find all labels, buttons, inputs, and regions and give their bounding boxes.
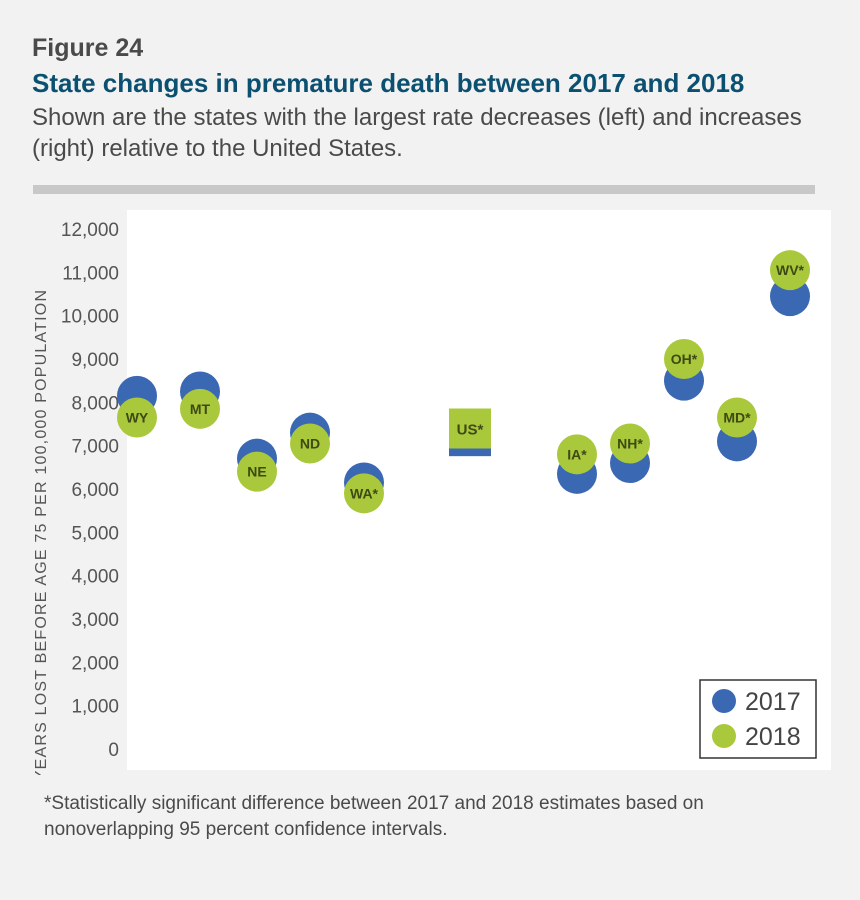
point-label: WY [126,410,149,426]
y-tick-label: 8,000 [71,393,119,414]
point-label: OH* [671,351,698,367]
point-2018-ia [557,434,597,475]
point-2018-wv [770,250,810,291]
point-label: US* [457,422,484,439]
divider-rule [33,185,815,194]
plot-background [127,210,831,770]
point-2018-nh [610,423,650,464]
point-label: IA* [567,446,587,462]
chart-title: State changes in premature death between… [32,68,745,98]
y-tick-label: 4,000 [71,567,119,588]
y-tick-label: 0 [108,740,119,761]
point-2018-wy [117,397,157,438]
point-2018-mt [180,388,220,429]
y-tick-label: 11,000 [62,263,119,284]
data-marks: WY MT NE ND WA* US* IA* NH* OH* MD* WV* [117,250,810,514]
chart-area: YEARS LOST BEFORE AGE 75 PER 100,000 POP… [0,205,860,775]
dot-chart: YEARS LOST BEFORE AGE 75 PER 100,000 POP… [33,210,831,775]
point-label: NH* [617,436,643,452]
legend-label-2018: 2018 [745,723,801,751]
point-label: MT [190,401,211,417]
y-axis-label: YEARS LOST BEFORE AGE 75 PER 100,000 POP… [33,289,50,775]
y-axis-ticks: 0 1,000 2,000 3,000 4,000 5,000 6,000 7,000 8,00… [61,220,119,761]
y-tick-label: 5,000 [71,523,119,544]
footnote: *Statistically significant difference be… [44,793,704,840]
point-2018-oh [664,339,704,379]
chart-subtitle: Shown are the states with the largest ra… [32,104,802,162]
point-2018-md [717,397,757,438]
y-tick-label: 9,000 [71,350,119,371]
y-tick-label: 2,000 [71,653,119,674]
legend-swatch-2017 [712,689,736,713]
figure-label: Figure 24 [32,34,144,62]
point-2018-wa [344,473,384,514]
point-2018-us [449,408,491,449]
y-tick-label: 7,000 [71,437,119,458]
legend-swatch-2018 [712,724,736,748]
point-label: MD* [723,410,751,426]
point-label: ND [300,436,320,452]
legend: 2017 2018 [699,679,817,759]
point-label: WA* [350,485,379,501]
point-2018-ne [237,451,277,492]
point-label: WV* [776,262,805,278]
y-tick-label: 1,000 [71,697,119,718]
point-label: NE [247,464,266,480]
point-2017-us [449,448,491,457]
y-tick-label: 3,000 [71,610,119,631]
y-tick-label: 12,000 [61,220,119,241]
point-2018-nd [290,423,330,464]
legend-label-2017: 2017 [745,688,801,716]
y-tick-label: 10,000 [61,307,119,328]
y-tick-label: 6,000 [71,480,119,501]
